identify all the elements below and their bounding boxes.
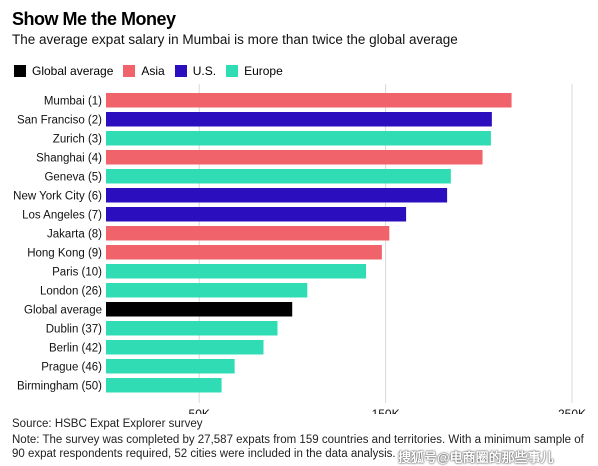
x-tick-label-50k: 50K [189,407,210,414]
bar-prague-46 [106,359,235,374]
category-label-geneva-5: Geneva (5) [44,171,102,183]
category-label-prague-46: Prague (46) [41,361,102,373]
legend-item-asia: Asia [123,64,165,78]
legend-item-global-average: Global average [14,64,113,78]
legend-swatch-asia [123,65,136,77]
legend-label-global-average: Global average [32,64,114,78]
bar-san-franciso-2 [106,112,492,127]
bar-paris-10 [106,264,367,279]
bar-jakarta-8 [106,226,390,241]
bar-mumbai-1 [106,93,512,108]
category-label-hong-kong-9: Hong Kong (9) [27,247,102,259]
category-label-global-average: Global average [24,304,102,316]
legend-label-us: U.S. [192,64,217,78]
bar-new-york-city-6 [106,188,448,203]
legend-swatch-global-average [14,65,26,77]
category-label-shanghai-4: Shanghai (4) [36,152,102,164]
category-label-birmingham-50: Birmingham (50) [17,380,102,392]
bar-birmingham-50 [106,378,222,393]
watermark-text: 搜狐号@电商圈的那些事儿 [398,450,554,465]
bar-los-angeles-7 [106,207,407,222]
category-label-jakarta-8: Jakarta (8) [47,228,102,240]
chart-subtitle: The average expat salary in Mumbai is mo… [12,32,458,47]
bar-hong-kong-9 [106,245,382,260]
bar-shanghai-4 [106,150,483,165]
bar-chart: Mumbai (1) San Franciso (2) Zurich (3) Shan… [13,84,586,414]
category-label-new-york-city-6: New York City (6) [13,190,102,202]
legend-swatch-europe [226,65,239,77]
bar-berlin-42 [106,340,264,355]
chart-title: Show Me the Money [12,9,176,29]
category-label-london-26: London (26) [40,285,102,297]
category-label-zurich-3: Zurich (3) [53,133,102,145]
footnote: Note: The survey was completed by 27,587… [12,434,584,460]
legend-item-us: U.S. [174,64,217,78]
bar-london-26 [106,283,308,298]
bar-dublin-37 [106,321,278,336]
category-label-mumbai-1: Mumbai (1) [44,95,102,107]
x-tick-label-250k: 250K [558,407,586,414]
bar-zurich-3 [106,131,491,146]
bar-global-average [106,302,293,317]
category-label-paris-10: Paris (10) [52,266,102,278]
legend: Global average Asia U.S. Europe [14,63,293,79]
legend-label-europe: Europe [244,64,283,78]
x-tick-label-150k: 150K [372,407,400,414]
legend-item-europe: Europe [226,64,283,78]
legend-label-asia: Asia [141,64,165,78]
category-label-dublin-37: Dublin (37) [46,323,102,335]
category-label-san-franciso-2: San Franciso (2) [17,114,102,126]
category-label-berlin-42: Berlin (42) [49,342,102,354]
bar-geneva-5 [106,169,451,184]
legend-swatch-us [174,65,187,77]
source-note: Source: HSBC Expat Explorer survey [12,418,203,430]
category-label-los-angeles-7: Los Angeles (7) [22,209,102,221]
